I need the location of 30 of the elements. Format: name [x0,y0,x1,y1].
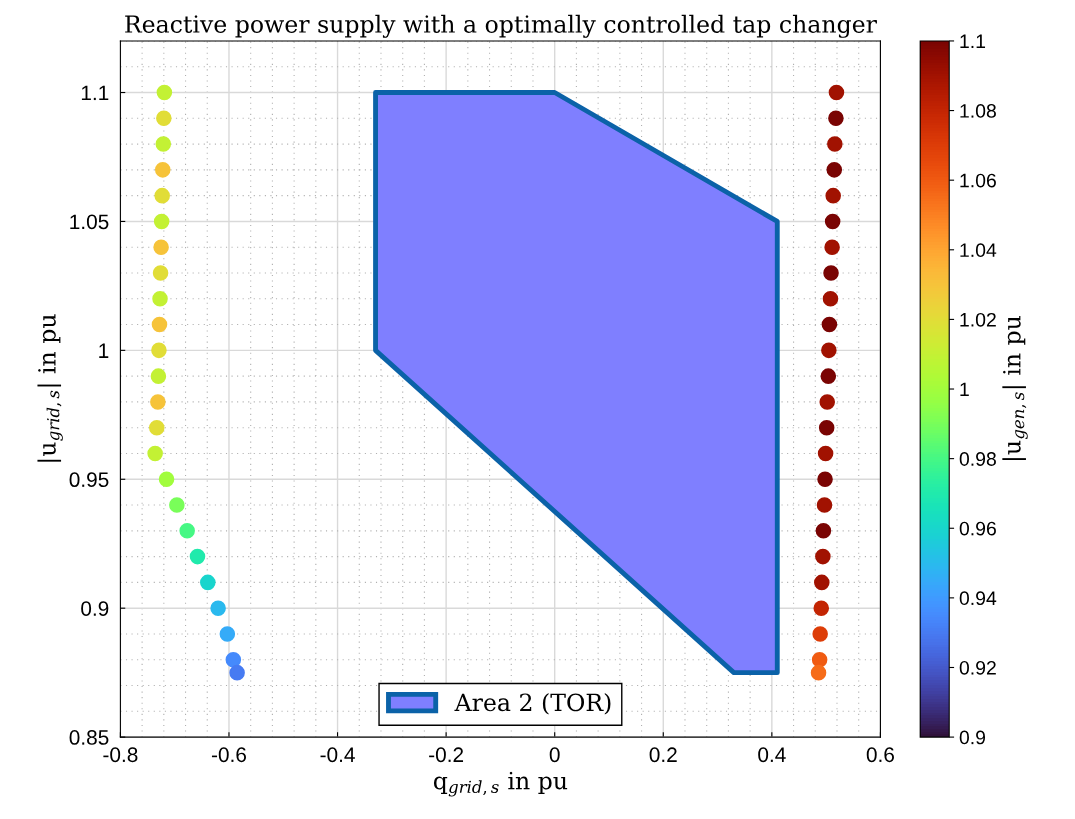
x-tick-label: 0.6 [866,747,894,763]
color-bar-label: 0.94 [959,591,997,606]
x-tick-label: 0 [549,747,560,763]
color-bar-label: 1.1 [960,34,986,48]
y-tick-label: 0.85 [69,730,109,745]
y-tick-label: 1.1 [81,85,109,101]
chart-title: Reactive power supply with a optimally controlled tap changer [125,14,877,38]
x-axis-title: q$_{grid,s}$ in pu [433,771,568,797]
y-tick-label: 1.05 [70,214,109,230]
x-tick-label: 0.4 [758,747,786,763]
legend-label: Area 2 (TOR) [454,693,611,715]
x-tick-label: 0.2 [649,747,677,763]
x-tick-label: -0.6 [211,747,247,763]
color-bar-label: 1.02 [960,312,996,327]
color-bar-label: 1.04 [960,243,997,258]
y-tick-label: 0.9 [81,601,109,616]
y-axis-title: |u$_{grid,s}$| in pu [37,314,63,462]
color-bar-label: 0.98 [959,452,996,466]
color-bar-label: 1.08 [960,104,996,118]
y-tick-label: 0.95 [69,472,109,488]
color-bar-label: 0.92 [959,660,996,675]
color-bar-label: 0.9 [959,730,986,745]
color-bar-label: 0.96 [959,521,996,536]
color-bar-label: 1 [960,382,969,397]
x-tick-label: -0.8 [103,747,138,763]
x-tick-label: -0.2 [429,747,464,763]
color-bar-label: 1.06 [960,173,996,188]
x-tick-label: -0.4 [320,747,355,763]
y-tick-label: 1 [99,343,109,358]
color-bar-title: |u$_{gen,s}$| in pu [1002,316,1028,460]
